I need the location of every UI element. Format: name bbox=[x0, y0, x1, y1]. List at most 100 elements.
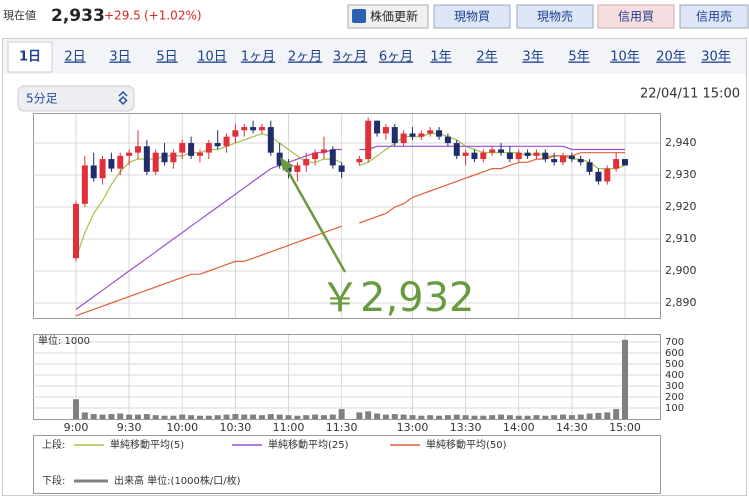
candle-body bbox=[108, 159, 115, 169]
volume-bar bbox=[285, 415, 292, 419]
candle-body bbox=[338, 165, 345, 172]
button[interactable] bbox=[347, 4, 429, 29]
volume-bar bbox=[427, 415, 434, 419]
button-text[interactable]: 現物買 bbox=[454, 10, 490, 24]
x-tick-label: 14:30 bbox=[556, 421, 588, 434]
y-tick-label: 2,890 bbox=[665, 296, 697, 309]
interval-text[interactable]: 5分足 bbox=[26, 92, 58, 106]
volume-bar bbox=[143, 414, 150, 419]
y-tick-label: 700 bbox=[665, 337, 684, 348]
legend-label: 下段: bbox=[42, 474, 65, 487]
volume-bar bbox=[99, 414, 106, 419]
volume-bar bbox=[161, 415, 168, 419]
tab[interactable]: 2日 bbox=[64, 50, 85, 65]
candle-body bbox=[595, 171, 602, 182]
candle-body bbox=[365, 120, 372, 160]
volume-bar bbox=[276, 414, 283, 419]
legend-text: 単純移動平均(50) bbox=[426, 438, 507, 451]
volume-bar bbox=[382, 414, 389, 419]
tab[interactable]: 5年 bbox=[568, 50, 589, 65]
candle-body bbox=[471, 152, 478, 160]
unit-label: 単位: 1000 bbox=[38, 334, 90, 347]
volume-bar bbox=[533, 415, 540, 419]
button[interactable] bbox=[597, 4, 675, 29]
volume-bar bbox=[205, 415, 212, 419]
interval-select[interactable] bbox=[17, 85, 135, 112]
volume-bar bbox=[542, 415, 549, 419]
candle-body bbox=[232, 130, 239, 137]
tab[interactable]: 10日 bbox=[197, 50, 227, 65]
button-text[interactable]: 株価更新 bbox=[370, 9, 418, 24]
tabs: 1日 2日 3日 5日 10日 1ヶ月 2ヶ月 3ヶ月 6ヶ月 1年 2年 3年 5年 10年 20年 30年 bbox=[19, 50, 731, 65]
tab[interactable]: 3年 bbox=[522, 50, 543, 65]
volume-bar bbox=[560, 414, 567, 419]
volume-bar bbox=[179, 414, 186, 419]
volume-bar bbox=[365, 411, 372, 419]
volume-bar bbox=[400, 414, 407, 419]
y-tick-label: 2,930 bbox=[665, 168, 697, 181]
volume-bar bbox=[320, 415, 327, 419]
button[interactable] bbox=[516, 4, 594, 29]
tab[interactable]: 5日 bbox=[156, 50, 177, 65]
candle-body bbox=[542, 152, 549, 160]
candle-body bbox=[81, 165, 88, 204]
legend-text: 出来高 単位:(1000株/口/枚) bbox=[114, 474, 241, 487]
volume-bar bbox=[73, 399, 79, 419]
tab[interactable]: 10年 bbox=[610, 50, 640, 65]
volume-bar bbox=[489, 415, 496, 419]
tab[interactable]: 20年 bbox=[656, 50, 686, 65]
candle-body bbox=[480, 152, 487, 160]
volume-bar bbox=[250, 414, 257, 419]
active-tab[interactable] bbox=[7, 41, 53, 73]
candle-body bbox=[285, 165, 292, 172]
ma-line bbox=[75, 152, 625, 317]
tab[interactable]: 1年 bbox=[430, 50, 451, 65]
tab[interactable]: 1日 bbox=[19, 50, 41, 65]
volume-bar bbox=[577, 414, 584, 419]
candle-body bbox=[498, 149, 505, 153]
volume-bar bbox=[613, 409, 620, 419]
tab[interactable]: 1ヶ月 bbox=[241, 50, 275, 65]
tab[interactable]: 30年 bbox=[701, 50, 731, 65]
y-tick-label: 400 bbox=[665, 370, 684, 381]
button-text[interactable]: 現物売 bbox=[537, 9, 573, 24]
button-text[interactable]: 信用売 bbox=[696, 9, 732, 24]
button-text[interactable]: 信用買 bbox=[618, 10, 654, 24]
y-tick-label: 2,910 bbox=[665, 232, 697, 245]
x-tick-label: 15:00 bbox=[609, 421, 641, 434]
candle-body bbox=[533, 152, 540, 156]
candle-body bbox=[196, 152, 203, 156]
annotation: ￥2,932 bbox=[320, 275, 475, 321]
y-tick-label: 2,940 bbox=[665, 136, 697, 149]
tab[interactable]: 2ヶ月 bbox=[288, 50, 322, 65]
volume-bar bbox=[453, 414, 460, 419]
y-tick-label: 2,920 bbox=[665, 200, 697, 213]
tab[interactable]: 6ヶ月 bbox=[379, 50, 413, 65]
volume-bar bbox=[329, 414, 336, 419]
candle-body bbox=[453, 143, 460, 156]
button[interactable] bbox=[433, 4, 511, 29]
select-icon bbox=[118, 90, 128, 106]
candle-body bbox=[444, 136, 451, 144]
candle-body bbox=[356, 159, 363, 163]
candle-body bbox=[179, 143, 186, 153]
candle-body bbox=[577, 159, 584, 163]
button[interactable] bbox=[679, 4, 749, 29]
volume-bar bbox=[90, 414, 97, 419]
x-tick-label: 11:30 bbox=[326, 421, 358, 434]
candle-body bbox=[400, 133, 407, 144]
tab[interactable]: 3日 bbox=[109, 50, 130, 65]
volume-bar bbox=[214, 415, 221, 419]
volume-bar bbox=[267, 414, 274, 419]
volume-bar bbox=[506, 415, 513, 419]
x-tick-label: 10:30 bbox=[220, 421, 252, 434]
candle-body bbox=[427, 130, 434, 134]
tab[interactable]: 3ヶ月 bbox=[333, 50, 367, 65]
candle-body bbox=[205, 143, 212, 153]
y-tick-label: 200 bbox=[665, 392, 684, 403]
candle-body bbox=[613, 159, 620, 169]
tab[interactable]: 2年 bbox=[476, 50, 497, 65]
candle-body bbox=[134, 146, 141, 153]
volume-bar bbox=[374, 413, 381, 419]
